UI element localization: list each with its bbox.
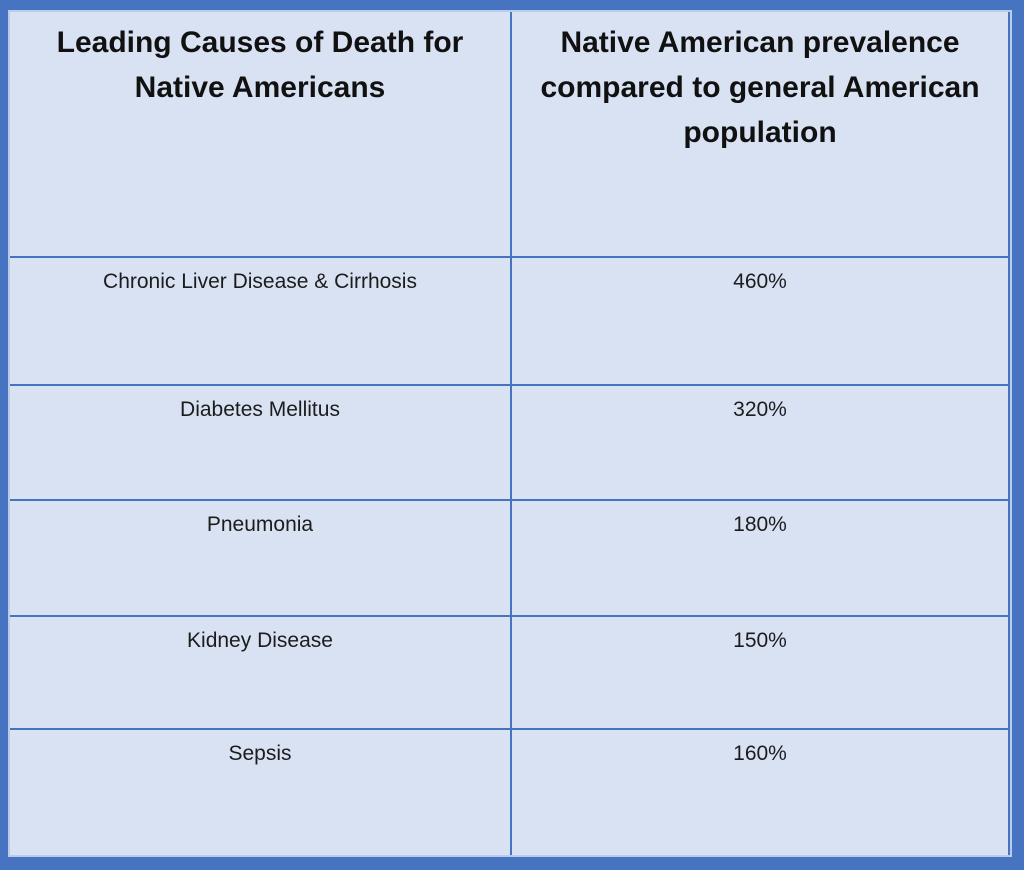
table-row-cause-diabetes-mellitus: Diabetes Mellitus — [10, 386, 510, 499]
table-row-prevalence-kidney-disease: 150% — [512, 617, 1008, 728]
table-header-causes: Leading Causes of Death for Native Ameri… — [10, 12, 510, 256]
table-row-prevalence-sepsis: 160% — [512, 730, 1008, 855]
table-row-cause-pneumonia: Pneumonia — [10, 501, 510, 615]
table-row-cause-kidney-disease: Kidney Disease — [10, 617, 510, 728]
table-row-prevalence-chronic-liver-disease: 460% — [512, 258, 1008, 384]
prevalence-table: Leading Causes of Death for Native Ameri… — [8, 10, 1012, 857]
table-row-cause-chronic-liver-disease: Chronic Liver Disease & Cirrhosis — [10, 258, 510, 384]
table-row-prevalence-pneumonia: 180% — [512, 501, 1008, 615]
table-header-prevalence: Native American prevalence compared to g… — [512, 12, 1008, 256]
table-row-prevalence-diabetes-mellitus: 320% — [512, 386, 1008, 499]
table-row-cause-sepsis: Sepsis — [10, 730, 510, 855]
